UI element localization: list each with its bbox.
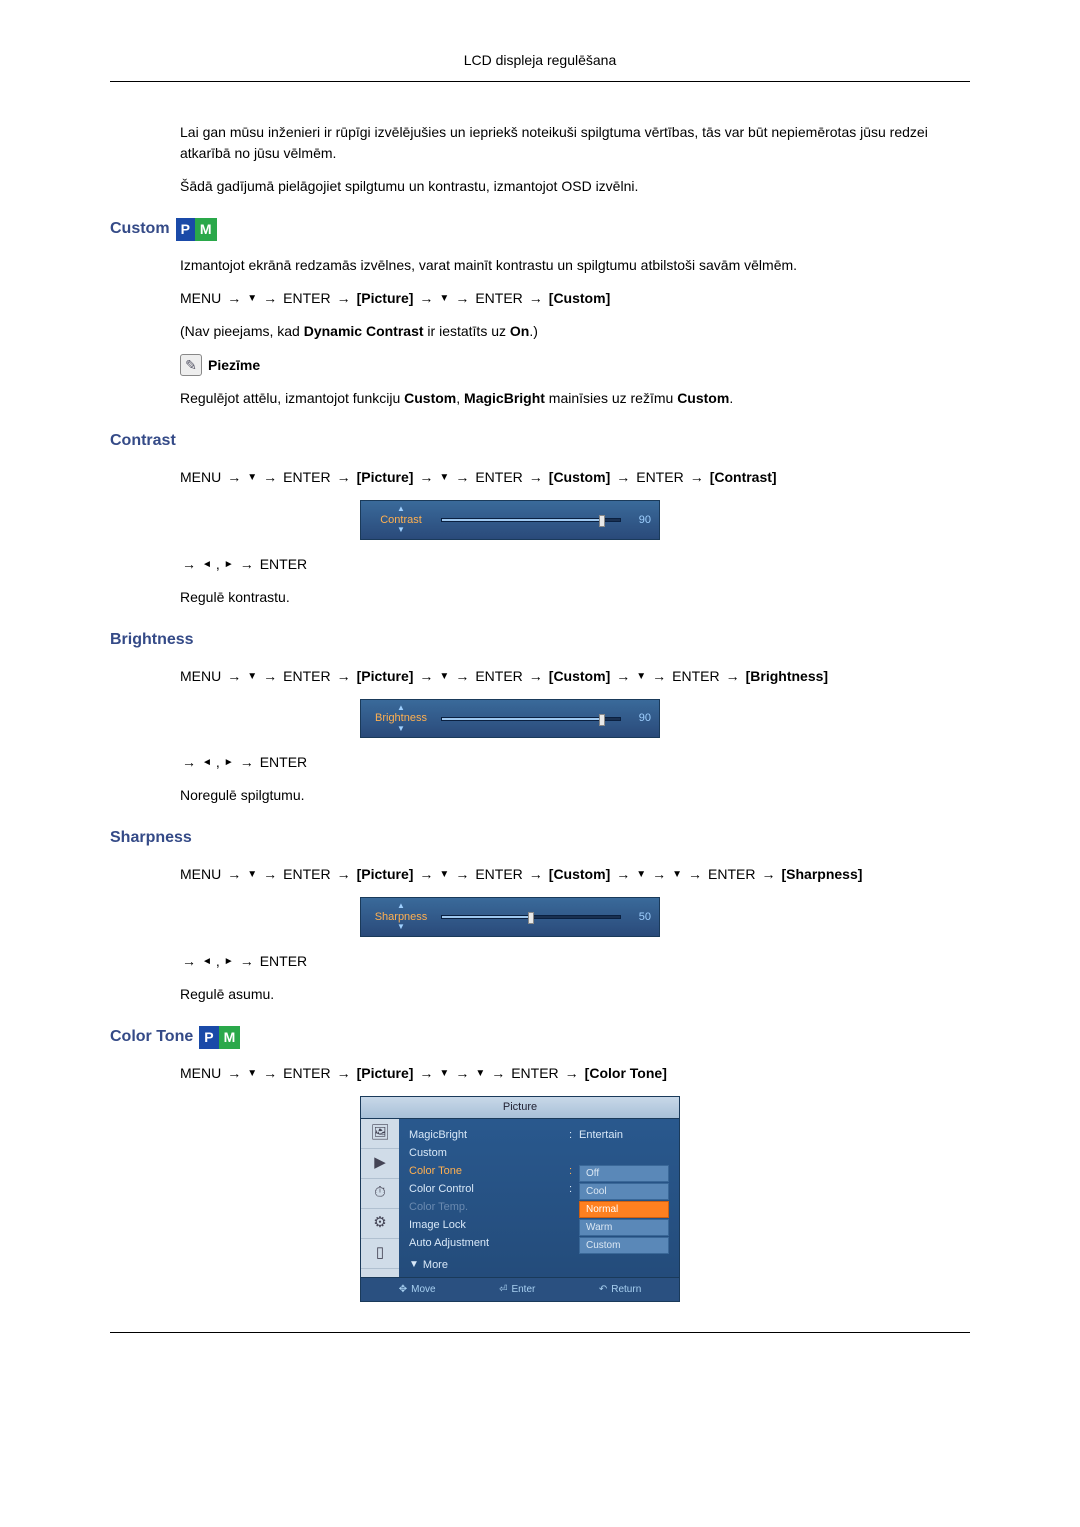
slider-value: 90 (629, 512, 651, 529)
custom-note-availability: (Nav pieejams, kad Dynamic Contrast ir i… (180, 321, 970, 342)
picture-icon: 🖼 (361, 1119, 399, 1149)
osd-option-off: Off (579, 1165, 669, 1182)
osd-option-cool: Cool (579, 1183, 669, 1200)
note-row: ✎ Piezīme (180, 354, 970, 376)
slider-value: 90 (629, 710, 651, 727)
slider-track (441, 518, 621, 522)
contrast-desc: Regulē kontrastu. (180, 587, 970, 608)
heading-brightness: Brightness (110, 628, 970, 652)
note-icon: ✎ (180, 354, 202, 376)
up-arrow-icon: ▲ (369, 505, 433, 514)
contrast-nav-path: MENU→ ▼→ ENTER→ [Picture]→ ▼→ ENTER→ [Cu… (180, 467, 970, 488)
slider-value: 50 (629, 909, 651, 926)
down-arrow-icon: ▼ (439, 291, 449, 306)
gear-icon: ⚙ (361, 1209, 399, 1239)
return-icon: ↶ (599, 1282, 607, 1297)
osd-item-imagelock: Image Lock (409, 1217, 669, 1235)
osd-item-more: ▼ More (409, 1257, 669, 1274)
heading-contrast: Contrast (110, 429, 970, 453)
custom-note-text: Regulējot attēlu, izmantojot funkciju Cu… (180, 388, 970, 409)
nav-enter: ENTER (283, 288, 330, 309)
intro-p1: Lai gan mūsu inženieri ir rūpīgi izvēlēj… (180, 122, 970, 164)
nav-picture: Picture (361, 290, 408, 306)
sharpness-adjust-path: →◄,►→ENTER (180, 951, 970, 972)
slider-label: Brightness (369, 712, 433, 724)
brightness-desc: Noregulē spilgtumu. (180, 785, 970, 806)
note-label: Piezīme (208, 355, 260, 376)
pm-badge-icon: PM (199, 1026, 240, 1049)
nav-custom: Custom (553, 290, 605, 306)
heading-colortone-text: Color Tone (110, 1025, 193, 1049)
down-arrow-icon: ▼ (247, 291, 257, 306)
osd-menu: Picture 🖼 ▶ ⏱ ⚙ ▯ MagicBright : Entertai… (360, 1096, 680, 1302)
colortone-nav-path: MENU→ ▼→ ENTER→ [Picture]→ ▼→ ▼→ ENTER→ … (180, 1063, 970, 1084)
sharpness-slider: ▲ Sharpness ▼ 50 (360, 897, 660, 937)
osd-item-custom: Custom (409, 1145, 669, 1163)
down-arrow-icon: ▼ (409, 1257, 419, 1272)
heading-custom: Custom PM (110, 217, 970, 241)
heading-sharpness: Sharpness (110, 826, 970, 850)
osd-item-autoadj: Auto Adjustment (409, 1235, 669, 1253)
heading-custom-text: Custom (110, 217, 170, 241)
pm-badge-icon: PM (176, 218, 217, 241)
chart-icon: ▯ (361, 1239, 399, 1269)
clock-icon: ⏱ (361, 1179, 399, 1209)
osd-footer: ✥Move ⏎Enter ↶Return (361, 1277, 679, 1301)
osd-sidebar: 🖼 ▶ ⏱ ⚙ ▯ (361, 1119, 399, 1278)
osd-item-magicbright: MagicBright : Entertain (409, 1127, 669, 1145)
sharpness-nav-path: MENU→ ▼→ ENTER→ [Picture]→ ▼→ ENTER→ [Cu… (180, 864, 970, 885)
slider-thumb (599, 515, 605, 527)
custom-nav-path: MENU→ ▼→ ENTER→ [Picture]→ ▼→ ENTER→ [Cu… (180, 288, 970, 309)
heading-colortone: Color Tone PM (110, 1025, 970, 1049)
brightness-slider: ▲ Brightness ▼ 90 (360, 699, 660, 739)
enter-icon: ⏎ (499, 1282, 507, 1297)
contrast-slider: ▲ Contrast ▼ 90 (360, 500, 660, 540)
footer-divider (110, 1332, 970, 1333)
page-header: LCD displeja regulēšana (110, 50, 970, 82)
custom-desc: Izmantojot ekrānā redzamās izvēlnes, var… (180, 255, 970, 276)
sharpness-desc: Regulē asumu. (180, 984, 970, 1005)
nav-menu: MENU (180, 288, 221, 309)
slider-fill (442, 519, 602, 521)
brightness-nav-path: MENU→ ▼→ ENTER→ [Picture]→ ▼→ ENTER→ [Cu… (180, 666, 970, 687)
down-arrow-icon: ▼ (369, 526, 433, 535)
intro-p2: Šādā gadījumā pielāgojiet spilgtumu un k… (180, 176, 970, 197)
brightness-adjust-path: →◄,►→ENTER (180, 752, 970, 773)
nav-enter: ENTER (475, 288, 522, 309)
contrast-adjust-path: →◄,►→ENTER (180, 554, 970, 575)
move-icon: ✥ (399, 1282, 407, 1297)
input-icon: ▶ (361, 1149, 399, 1179)
osd-item-colortemp: Color Temp. (409, 1199, 669, 1217)
osd-title: Picture (361, 1097, 679, 1119)
